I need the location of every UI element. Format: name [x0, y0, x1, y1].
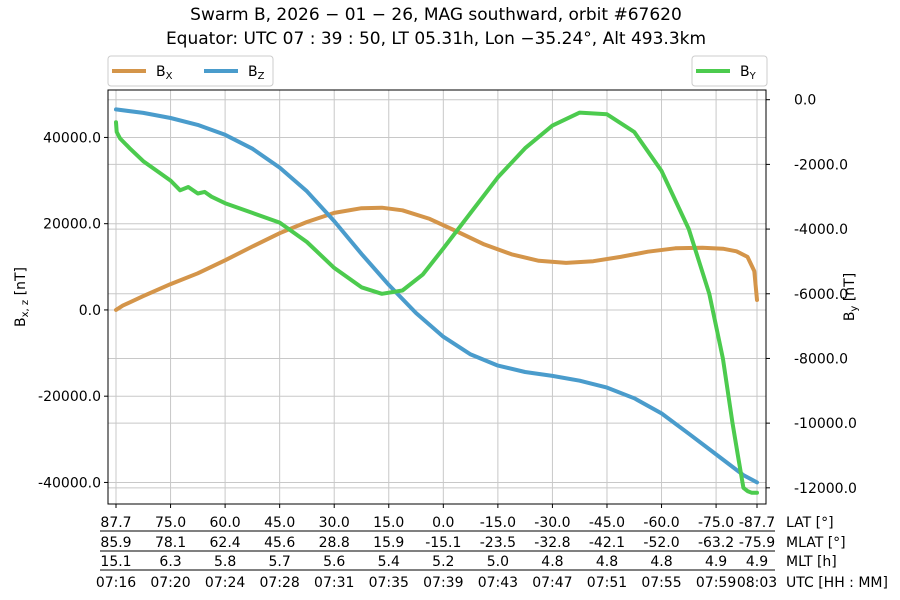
x-row-value: 0.0	[432, 515, 454, 531]
x-row-value: 5.6	[323, 554, 345, 570]
x-row-value: -30.0	[534, 515, 570, 531]
x-row-value: -42.1	[589, 535, 625, 551]
y-right-tick-label: -6000.0	[794, 287, 848, 303]
y-right-tick-label: -12000.0	[794, 481, 857, 497]
x-row-value: 4.8	[541, 554, 563, 570]
y-right-tick-label: 0.0	[794, 93, 816, 109]
x-row-value: -63.2	[698, 535, 734, 551]
y-axis-left-label: Bx, z [nT]	[13, 267, 31, 327]
x-row-value: 60.0	[210, 515, 241, 531]
legend-left: BX BZ	[107, 55, 274, 87]
x-row-label: MLT [h]	[786, 554, 837, 570]
x-row-value: 5.7	[269, 554, 291, 570]
legend-label-by: BY	[740, 64, 757, 82]
series-line-bz	[114, 107, 759, 485]
series-group	[114, 107, 759, 495]
legend-right: BY	[691, 55, 768, 87]
x-row-value: -52.0	[643, 535, 679, 551]
x-row-value: 15.9	[373, 535, 404, 551]
x-row-label: UTC [HH : MM]	[786, 575, 888, 591]
x-row-value: 07:28	[259, 575, 299, 591]
x-row-value: 07:43	[478, 575, 518, 591]
grid	[108, 90, 766, 504]
x-row-value: 07:31	[314, 575, 354, 591]
x-row-value: -23.5	[480, 535, 516, 551]
chart-title-line2: Equator: UTC 07 : 39 : 50, LT 05.31h, Lo…	[166, 29, 706, 49]
x-row-value: 6.3	[159, 554, 181, 570]
x-row-value: 15.0	[373, 515, 404, 531]
x-row-value: 4.9	[746, 554, 768, 570]
series-line-by	[114, 110, 759, 495]
y-right-tick-label: -2000.0	[794, 157, 848, 173]
ticks: 40000.0 20000.0 0.0 -20000.0 -40000.0 0.0 -200…	[38, 93, 857, 508]
x-row-value: -45.0	[589, 515, 625, 531]
x-row-value: 87.7	[100, 515, 131, 531]
y-right-tick-label: -10000.0	[794, 416, 857, 432]
x-row-value: -75.0	[698, 515, 734, 531]
x-row-value: 07:59	[696, 575, 736, 591]
y-axis-right-label: By [nT]	[842, 273, 860, 321]
x-row-value: -60.0	[643, 515, 679, 531]
y-right-tick-label: -8000.0	[794, 351, 848, 367]
x-row-label: MLAT [°]	[786, 535, 846, 551]
x-row-value: 07:51	[587, 575, 627, 591]
x-row-value: 5.2	[432, 554, 454, 570]
y-left-tick-label: 20000.0	[43, 217, 101, 233]
y-left-tick-label: -40000.0	[38, 475, 101, 491]
x-row-value: 07:47	[532, 575, 572, 591]
x-row-value: 07:16	[96, 575, 136, 591]
x-row-value: 85.9	[100, 535, 131, 551]
plot-frame	[107, 89, 767, 505]
x-row-value: 78.1	[155, 535, 186, 551]
x-row-value: -15.1	[425, 535, 461, 551]
x-row-value: 4.8	[650, 554, 672, 570]
x-row-value: 07:35	[369, 575, 409, 591]
x-row-value: 5.4	[378, 554, 400, 570]
x-axis-rows: 87.7 75.0 60.0 45.0 30.0 15.0 0.0 -15.0 -30.0 -45…	[96, 515, 888, 591]
x-row-value: -75.9	[739, 535, 775, 551]
x-row-value: 08:03	[737, 575, 777, 591]
chart-title-line1: Swarm B, 2026 − 01 − 26, MAG southward, …	[190, 5, 682, 25]
x-row-value: 4.9	[705, 554, 727, 570]
legend-label-bx: BX	[156, 64, 173, 82]
y-right-tick-label: -4000.0	[794, 222, 848, 238]
x-row-value: 75.0	[155, 515, 186, 531]
x-row-value: 07:20	[150, 575, 190, 591]
x-row-value: -15.0	[480, 515, 516, 531]
x-row-value: 45.0	[264, 515, 295, 531]
legend-label-bz: BZ	[248, 64, 265, 82]
y-left-tick-label: -20000.0	[38, 389, 101, 405]
x-row-value: 30.0	[319, 515, 350, 531]
x-row-value: 4.8	[596, 554, 618, 570]
x-row-value: 15.1	[100, 554, 131, 570]
x-row-value: 5.0	[487, 554, 509, 570]
y-left-tick-label: 0.0	[79, 303, 101, 319]
x-row-value: 07:39	[423, 575, 463, 591]
y-left-tick-label: 40000.0	[43, 130, 101, 146]
x-row-value: -87.7	[739, 515, 775, 531]
x-row-value: 5.8	[214, 554, 236, 570]
x-row-value: -32.8	[534, 535, 570, 551]
x-row-value: 28.8	[319, 535, 350, 551]
x-row-value: 62.4	[210, 535, 241, 551]
x-row-value: 07:55	[641, 575, 681, 591]
x-row-value: 07:24	[205, 575, 245, 591]
x-row-value: 45.6	[264, 535, 295, 551]
x-row-label: LAT [°]	[786, 515, 834, 531]
